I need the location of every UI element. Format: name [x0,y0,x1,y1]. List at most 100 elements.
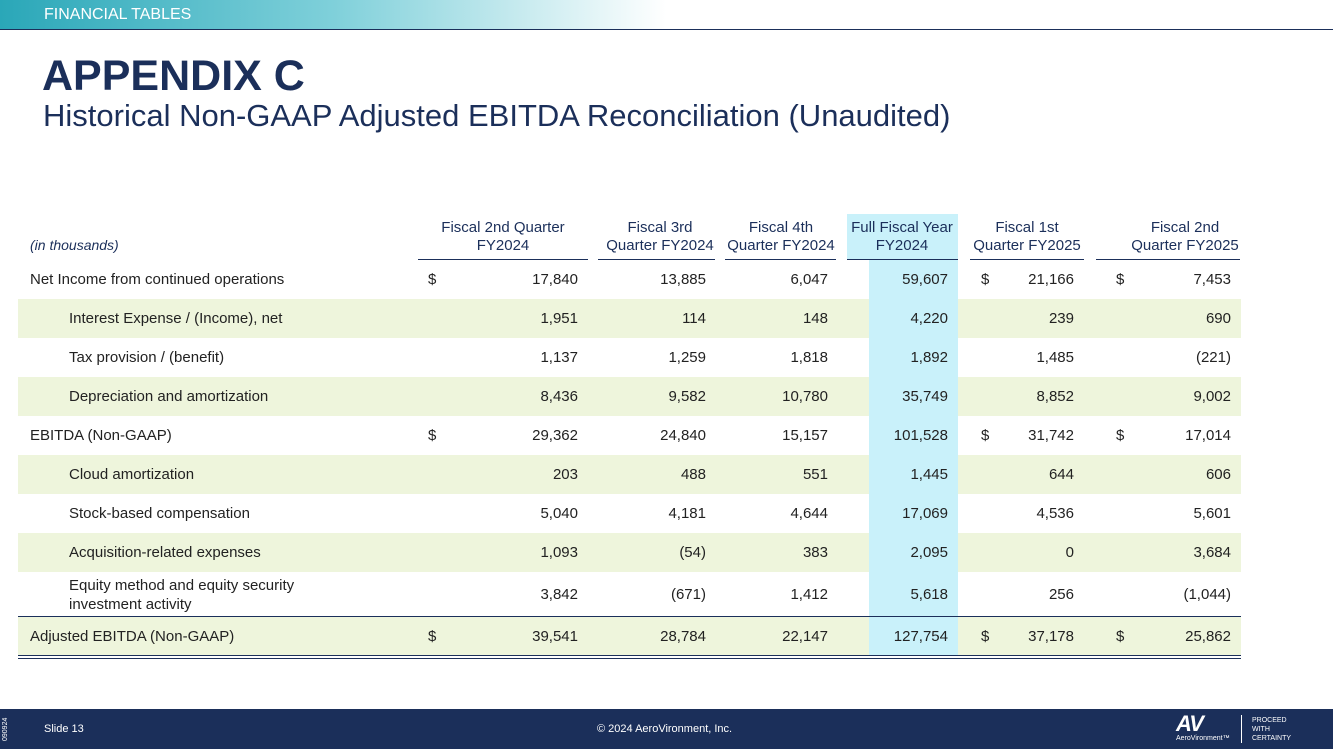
row-label: Interest Expense / (Income), net [69,310,283,327]
cell-value: 9,582 [668,387,706,405]
cell-value: 3,684 [1193,543,1231,561]
cell-value: 35,749 [902,387,948,405]
currency-symbol: $ [428,270,437,288]
cell-value: 4,181 [668,504,706,522]
column-highlight [869,494,958,533]
column-header: Full Fiscal Year FY2024 [832,219,972,255]
cell-value: 1,412 [790,585,828,603]
cell-value: 1,137 [540,348,578,366]
cell-value: 4,220 [910,309,948,327]
row-shade [18,377,1241,416]
cell-value: 17,069 [902,504,948,522]
cell-value: 551 [802,465,828,483]
column-header: Fiscal 2nd Quarter FY2024 [433,219,573,255]
cell-value: 1,818 [790,348,828,366]
column-highlight [869,533,958,572]
cell-value: 21,166 [1028,270,1074,288]
column-highlight [847,214,958,260]
title: APPENDIX C [42,52,305,100]
tagline-line: PROCEED [1252,717,1287,724]
cell-value: 203 [552,465,578,483]
copyright: © 2024 AeroVironment, Inc. [597,723,733,735]
cell-value: 17,840 [532,270,578,288]
column-header-line: Quarter FY2025 [1131,237,1239,254]
cell-value: 9,002 [1193,387,1231,405]
cell-value: 690 [1205,309,1231,327]
cell-value: (54) [679,543,706,561]
header-rule [970,259,1084,260]
column-header-line: Quarter FY2024 [727,237,835,254]
currency-symbol: $ [428,426,437,444]
cell-value: 239 [1048,309,1074,327]
header-rule [1096,259,1240,260]
row-label: EBITDA (Non-GAAP) [30,427,172,444]
header-rule [847,259,958,260]
double-rule [18,655,1241,656]
cell-value: 1,445 [910,465,948,483]
cell-value: 28,784 [660,627,706,645]
logo-mark: AV [1176,711,1204,736]
column-highlight [869,377,958,416]
cell-value: 1,093 [540,543,578,561]
column-highlight [869,416,958,455]
cell-value: 3,842 [540,585,578,603]
row-shade [18,455,1241,494]
currency-symbol: $ [1116,426,1125,444]
cell-value: 114 [682,309,706,327]
cell-value: 5,040 [540,504,578,522]
cell-value: 6,047 [790,270,828,288]
top-rule [0,29,1333,30]
row-label: Acquisition-related expenses [69,544,261,561]
currency-symbol: $ [1116,627,1125,645]
footer: 090924 Slide 13 © 2024 AeroVironment, In… [0,709,1333,749]
cell-value: 488 [680,465,706,483]
tagline: PROCEED WITH CERTAINTY [1252,716,1291,743]
cell-value: (671) [670,585,706,603]
table: (in thousands) Fiscal 2nd Quarter FY2024 Fi… [18,214,1255,659]
row-shade [18,617,1241,656]
column-highlight [869,338,958,377]
cell-value: 7,453 [1193,270,1231,288]
cell-value: 4,536 [1036,504,1074,522]
subtitle: Historical Non-GAAP Adjusted EBITDA Reco… [43,98,951,133]
cell-value: 1,951 [540,309,578,327]
header-rule [598,259,715,260]
row-shade [18,533,1241,572]
cell-value: 5,618 [910,585,948,603]
cell-value: 1,892 [910,348,948,366]
cell-value: 59,607 [902,270,948,288]
tagline-line: WITH [1252,726,1270,733]
logo-divider [1241,715,1242,743]
column-highlight [869,617,958,656]
doc-code: 090924 [2,717,9,741]
cell-value: 5,601 [1193,504,1231,522]
slide-number: Slide 13 [44,723,84,735]
column-header-line: Quarter FY2025 [973,237,1081,254]
double-rule [18,658,1241,659]
section-label: FINANCIAL TABLES [44,6,192,23]
row-label: Adjusted EBITDA (Non-GAAP) [30,628,235,645]
cell-value: 8,436 [540,387,578,405]
column-highlight [869,260,958,299]
column-header-line: FY2024 [875,237,929,254]
column-header: Fiscal 3rd Quarter FY2024 [590,219,730,255]
currency-symbol: $ [1116,270,1125,288]
header-rule [418,259,588,260]
top-bar [0,0,1333,29]
column-header-line: Full Fiscal Year [851,219,953,236]
column-header: Fiscal 2nd Quarter FY2025 [1115,219,1255,255]
currency-symbol: $ [981,270,990,288]
row-label: Tax provision / (benefit) [69,349,225,366]
column-header-line: Quarter FY2024 [606,237,714,254]
total-rule [18,616,1241,617]
column-highlight [869,455,958,494]
cell-value: 31,742 [1028,426,1074,444]
cell-value: 4,644 [790,504,828,522]
cell-value: 644 [1048,465,1074,483]
column-header-line: FY2024 [476,237,530,254]
column-header: Fiscal 1st Quarter FY2025 [957,219,1097,255]
row-shade [18,299,1241,338]
cell-value: 13,885 [660,270,706,288]
cell-value: 148 [802,309,828,327]
row-label: Depreciation and amortization [69,388,269,405]
